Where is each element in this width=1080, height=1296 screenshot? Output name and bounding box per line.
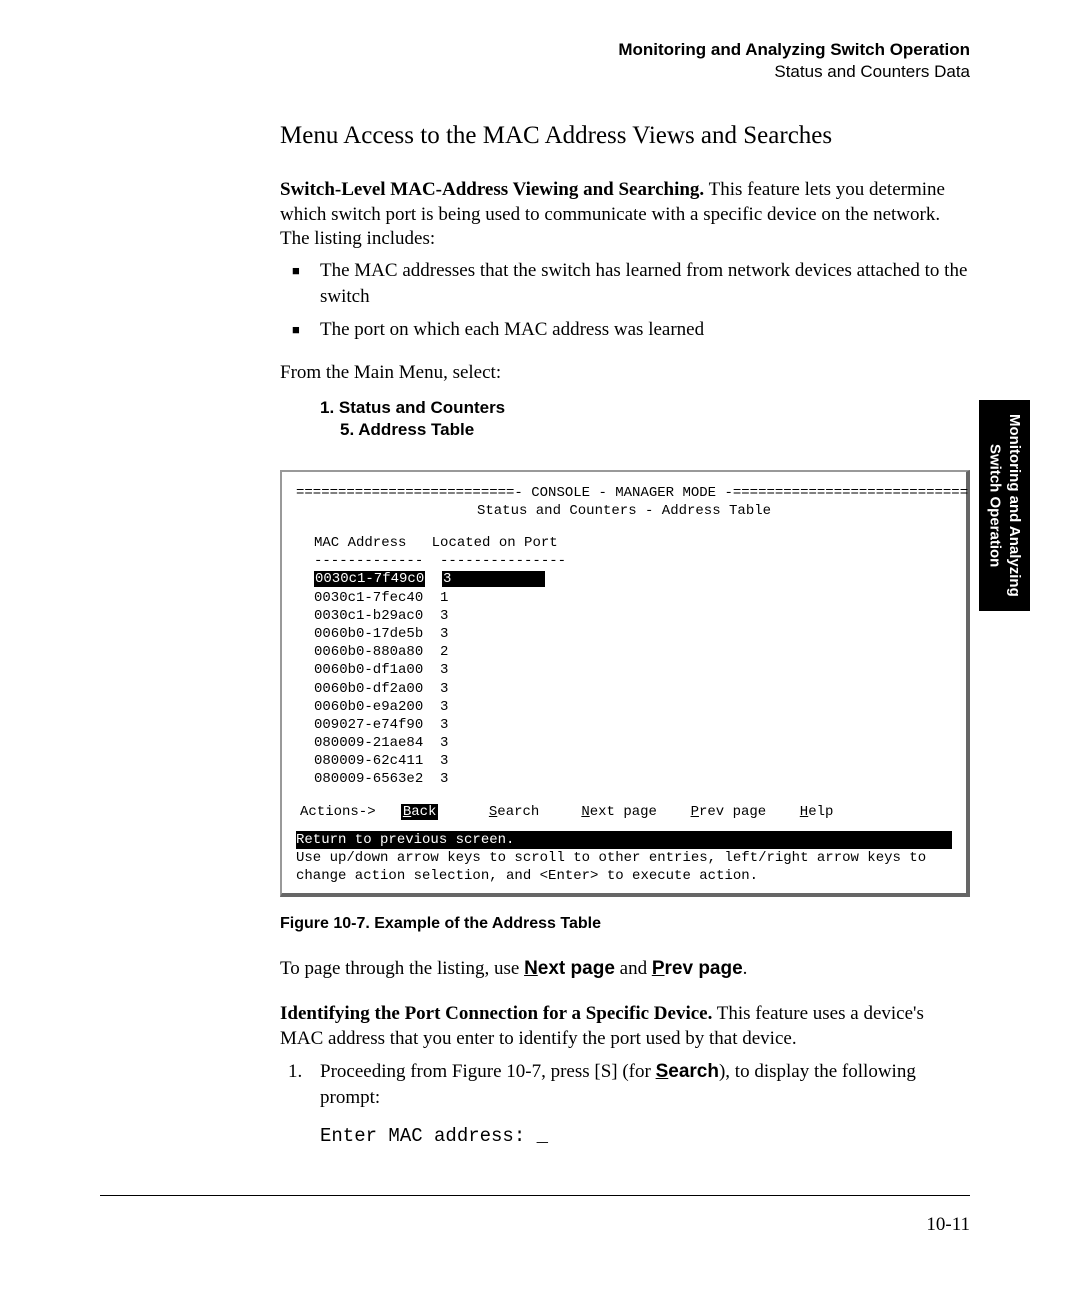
header-subtitle: Status and Counters Data <box>100 62 970 82</box>
identify-paragraph: Identifying the Port Connection for a Sp… <box>280 1002 970 1051</box>
status-help-2: change action selection, and <Enter> to … <box>296 867 952 885</box>
section-heading: Menu Access to the MAC Address Views and… <box>280 122 970 150</box>
numbered-list: 1. Proceeding from Figure 10-7, press [S… <box>280 1059 970 1110</box>
console-header-line: ==========================- CONSOLE - MA… <box>296 484 952 502</box>
console-columns: MAC Address Located on Port <box>314 534 952 552</box>
console-divider: ------------- --------------- <box>314 552 952 570</box>
step-1: 1. Proceeding from Figure 10-7, press [S… <box>280 1059 970 1110</box>
console-status: Return to previous screen. Use up/down a… <box>296 831 952 886</box>
menu-path-1: 1. Status and Counters <box>320 398 505 417</box>
console-row: 0030c1-b29ac0 3 <box>314 607 952 625</box>
console-row: 0060b0-880a80 2 <box>314 643 952 661</box>
bullet-item: The port on which each MAC address was l… <box>280 317 970 343</box>
bullet-list: The MAC addresses that the switch has le… <box>280 258 970 343</box>
bullet-item: The MAC addresses that the switch has le… <box>280 258 970 309</box>
console-row: 0030c1-7f49c0 3 <box>314 570 952 588</box>
status-help-1: Use up/down arrow keys to scroll to othe… <box>296 849 952 867</box>
console-title: Status and Counters - Address Table <box>296 502 952 520</box>
action-prev: Prev page <box>691 804 767 820</box>
menu-path-2: 5. Address Table <box>340 420 970 440</box>
side-tab: Monitoring and AnalyzingSwitch Operation <box>979 400 1030 611</box>
action-back: Back <box>401 804 439 820</box>
menu-path: 1. Status and Counters 5. Address Table <box>320 398 970 440</box>
header-title: Monitoring and Analyzing Switch Operatio… <box>100 40 970 60</box>
console-row: 009027-e74f90 3 <box>314 716 952 734</box>
action-next: Next page <box>581 804 657 820</box>
console-row: 0060b0-17de5b 3 <box>314 625 952 643</box>
console-row: 0060b0-df1a00 3 <box>314 661 952 679</box>
console-row: 080009-21ae84 3 <box>314 734 952 752</box>
identify-bold: Identifying the Port Connection for a Sp… <box>280 1003 712 1024</box>
action-search: Search <box>489 804 539 820</box>
code-line: Enter MAC address: _ <box>320 1125 970 1147</box>
console-row: 0060b0-e9a200 3 <box>314 698 952 716</box>
paging-text: To page through the listing, use Next pa… <box>280 957 970 982</box>
console-screenshot: ==========================- CONSOLE - MA… <box>280 470 970 898</box>
console-actions: Actions-> Back Search Next page Prev pag… <box>300 803 952 821</box>
status-inverted: Return to previous screen. <box>296 831 952 849</box>
console-row: 080009-6563e2 3 <box>314 770 952 788</box>
console-row: 0030c1-7fec40 1 <box>314 589 952 607</box>
intro-paragraph: Switch-Level MAC-Address Viewing and Sea… <box>280 178 970 252</box>
action-help: Help <box>800 804 834 820</box>
console-row: 080009-62c411 3 <box>314 752 952 770</box>
intro-bold: Switch-Level MAC-Address Viewing and Sea… <box>280 179 704 200</box>
from-menu-text: From the Main Menu, select: <box>280 361 970 386</box>
figure-caption: Figure 10-7. Example of the Address Tabl… <box>280 915 970 933</box>
page-number: 10-11 <box>926 1214 970 1236</box>
footer-rule <box>100 1195 970 1196</box>
console-row: 0060b0-df2a00 3 <box>314 680 952 698</box>
